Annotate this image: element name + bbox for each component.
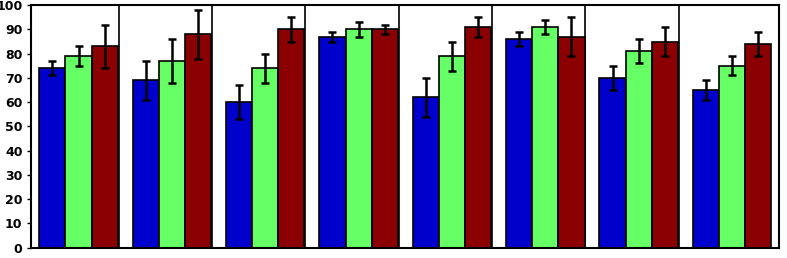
Bar — [652, 42, 678, 248]
Bar — [320, 37, 345, 248]
Bar — [345, 29, 371, 248]
Bar — [185, 34, 211, 248]
Bar — [439, 56, 465, 248]
Bar — [465, 27, 491, 248]
Bar — [226, 102, 252, 248]
Bar — [745, 44, 771, 248]
Bar — [559, 37, 585, 248]
Bar — [133, 80, 159, 248]
Bar — [371, 29, 398, 248]
Bar — [159, 61, 185, 248]
Bar — [39, 68, 65, 248]
Bar — [252, 68, 279, 248]
Bar — [506, 39, 532, 248]
Bar — [693, 90, 719, 248]
Bar — [412, 97, 439, 248]
Bar — [91, 46, 118, 248]
Bar — [65, 56, 91, 248]
Bar — [600, 78, 626, 248]
Bar — [719, 66, 745, 248]
Bar — [279, 29, 305, 248]
Bar — [626, 51, 652, 248]
Bar — [532, 27, 559, 248]
